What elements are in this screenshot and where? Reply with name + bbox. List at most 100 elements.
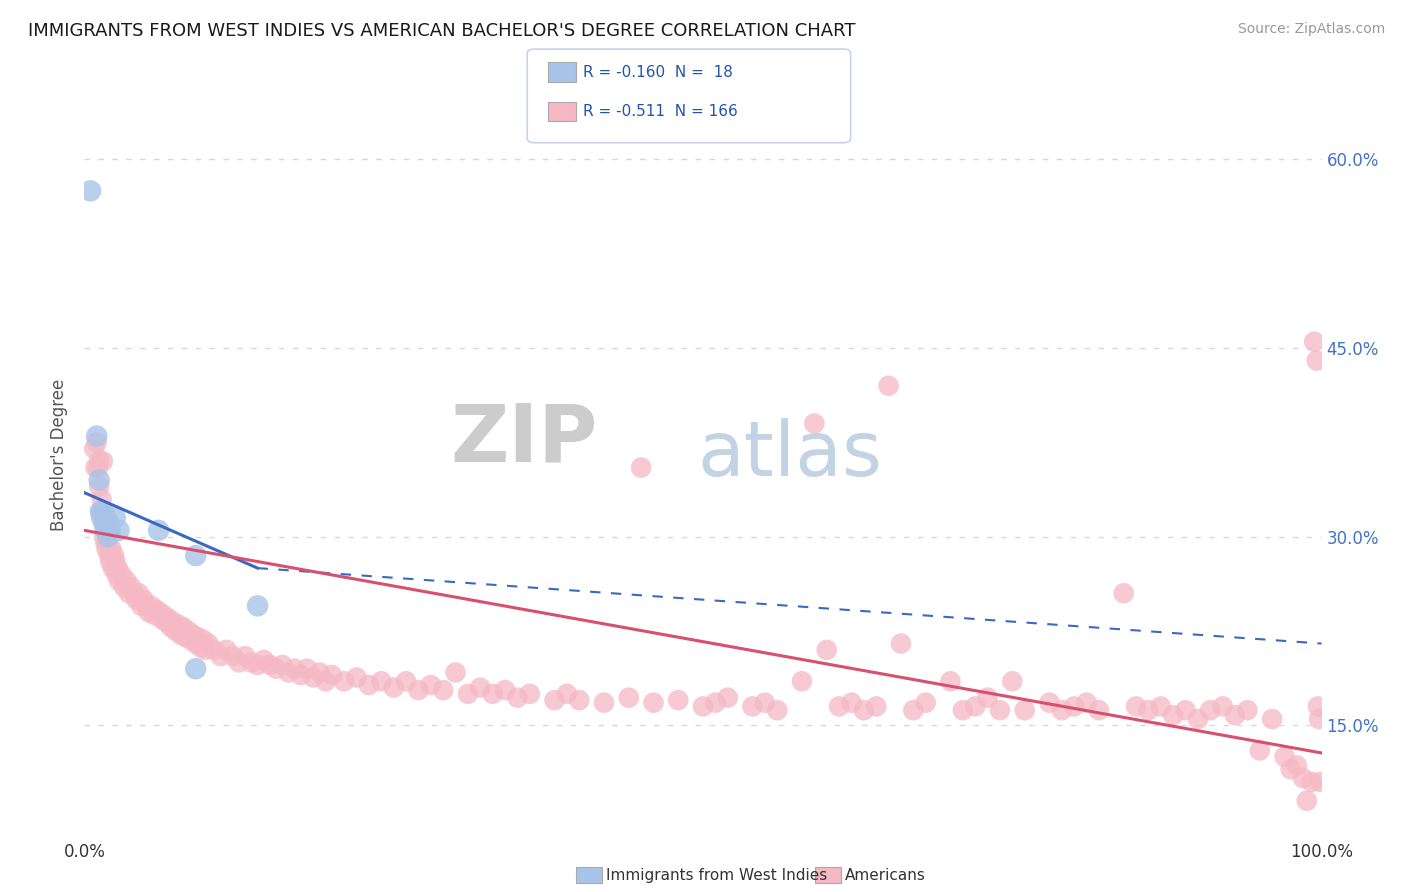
Point [766,703,789,717]
Point [96,542,118,557]
Point [408,683,430,698]
Point [382,681,405,695]
Point [94,524,117,538]
Point [1295,794,1317,808]
Point [135,599,157,613]
Point [1038,696,1060,710]
Point [86,435,108,450]
Point [145,602,167,616]
Point [290,668,312,682]
Point [284,662,307,676]
Point [90,491,112,506]
Point [138,605,160,619]
Point [519,687,541,701]
Point [93,517,115,532]
Point [108,574,131,588]
Point [1150,699,1173,714]
Point [98,524,121,538]
Point [952,703,974,717]
Point [1187,712,1209,726]
Point [395,674,418,689]
Point [107,561,129,575]
Point [965,699,987,714]
Point [1274,749,1296,764]
Point [170,628,193,642]
Point [93,510,115,524]
Point [177,624,200,638]
Point [215,643,238,657]
Text: Source: ZipAtlas.com: Source: ZipAtlas.com [1237,22,1385,37]
Point [1249,743,1271,757]
Point [1112,586,1135,600]
Point [246,657,269,672]
Point [1137,703,1160,717]
Point [1212,699,1234,714]
Point [174,630,197,644]
Point [190,640,212,655]
Point [98,549,121,563]
Point [79,184,101,198]
Point [128,586,150,600]
Point [543,693,565,707]
Point [167,617,190,632]
Point [98,555,121,569]
Point [1076,696,1098,710]
Point [1088,703,1111,717]
Point [1014,703,1036,717]
Point [155,615,177,630]
Point [97,536,120,550]
Point [1063,699,1085,714]
Point [91,454,114,468]
Point [209,649,232,664]
Point [98,517,121,532]
Point [877,378,900,392]
Point [228,656,250,670]
Point [643,696,665,710]
Point [630,460,652,475]
Point [692,699,714,714]
Point [187,630,209,644]
Point [432,683,454,698]
Point [976,690,998,705]
Point [259,657,281,672]
Point [91,504,114,518]
Point [142,607,165,622]
Point [202,643,225,657]
Point [172,620,194,634]
Point [87,460,110,475]
Point [197,636,219,650]
Point [94,536,117,550]
Point [1223,708,1246,723]
Point [148,524,170,538]
Point [444,665,467,680]
Point [103,549,125,563]
Point [457,687,479,701]
Point [555,687,578,701]
Point [357,678,380,692]
Point [129,599,152,613]
Point [271,657,294,672]
Point [93,530,115,544]
Point [903,703,925,717]
Point [86,429,108,443]
Point [506,690,529,705]
Point [112,580,135,594]
Point [333,674,356,689]
Point [162,615,184,630]
Point [94,524,117,538]
Point [302,671,325,685]
Point [1261,712,1284,726]
Point [148,605,170,619]
Point [593,696,616,710]
Point [115,574,138,588]
Point [104,555,127,569]
Point [105,567,128,582]
Text: Immigrants from West Indies: Immigrants from West Indies [606,868,827,882]
Point [277,665,299,680]
Point [100,542,122,557]
Point [346,671,368,685]
Point [264,662,287,676]
Point [852,703,875,717]
Text: R = -0.511  N = 166: R = -0.511 N = 166 [583,104,738,119]
Point [84,460,107,475]
